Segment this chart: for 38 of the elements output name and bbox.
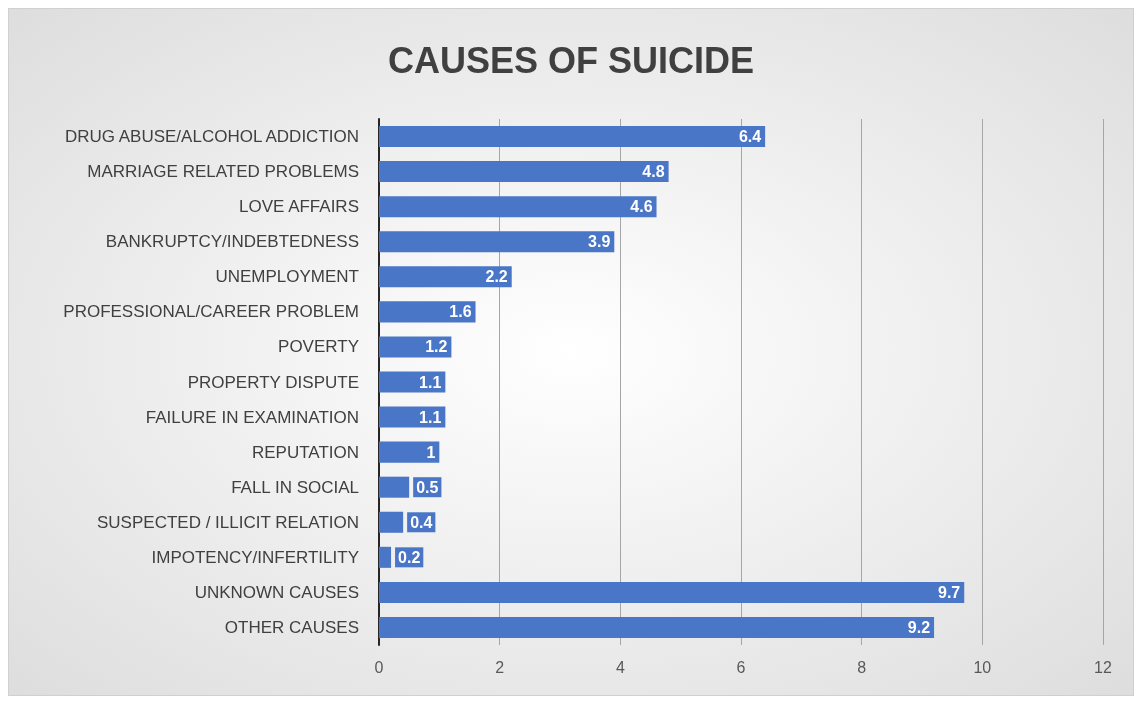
data-label: 3.9 [588, 233, 611, 251]
y-tick-label: REPUTATION [251, 442, 359, 462]
data-label: 1.1 [419, 373, 442, 391]
chart-title: CAUSES OF SUICIDE [387, 39, 755, 81]
x-tick-label: 2 [495, 658, 505, 676]
data-label: 0.4 [410, 513, 433, 531]
data-label: 6.4 [738, 128, 762, 146]
x-tick-label: 12 [1094, 658, 1112, 676]
y-tick-label: PROFESSIONAL/CAREER PROBLEM [63, 302, 359, 322]
y-tick-label: FALL IN SOCIAL [231, 477, 359, 497]
x-tick-label: 0 [374, 658, 384, 676]
x-tick-label: 8 [857, 658, 867, 676]
x-tick-label: 6 [736, 658, 746, 676]
data-label: 1.1 [419, 408, 442, 426]
data-label: 2.2 [485, 268, 508, 286]
y-tick-label: UNEMPLOYMENT [215, 267, 359, 287]
data-label: 0.2 [398, 548, 421, 566]
y-tick-label: UNKNOWN CAUSES [194, 582, 359, 602]
y-tick-label: MARRIAGE RELATED PROBLEMS [87, 162, 359, 182]
y-tick-label: OTHER CAUSES [224, 617, 359, 637]
y-tick-label: BANKRUPTCY/INDEBTEDNESS [105, 232, 359, 252]
x-tick-label: 10 [973, 658, 992, 676]
y-tick-label: IMPOTENCY/INFERTILITY [151, 547, 359, 567]
x-tick-label: 4 [615, 658, 625, 676]
data-label: 1 [426, 443, 436, 461]
data-label: 9.2 [907, 618, 931, 636]
y-tick-label: FAILURE IN EXAMINATION [145, 407, 359, 427]
y-tick-label: SUSPECTED / ILLICIT RELATION [97, 512, 359, 532]
data-label: 1.2 [425, 338, 448, 356]
y-tick-label: LOVE AFFAIRS [239, 197, 359, 217]
data-label: 1.6 [449, 303, 472, 321]
y-tick-label: PROPERTY DISPUTE [187, 372, 359, 392]
data-label: 0.5 [416, 478, 439, 496]
data-label: 4.8 [642, 163, 665, 181]
data-label: 4.6 [630, 198, 653, 216]
data-label: 9.7 [937, 583, 961, 601]
y-tick-label: DRUG ABUSE/ALCOHOL ADDICTION [64, 127, 359, 147]
y-tick-label: POVERTY [278, 337, 359, 357]
